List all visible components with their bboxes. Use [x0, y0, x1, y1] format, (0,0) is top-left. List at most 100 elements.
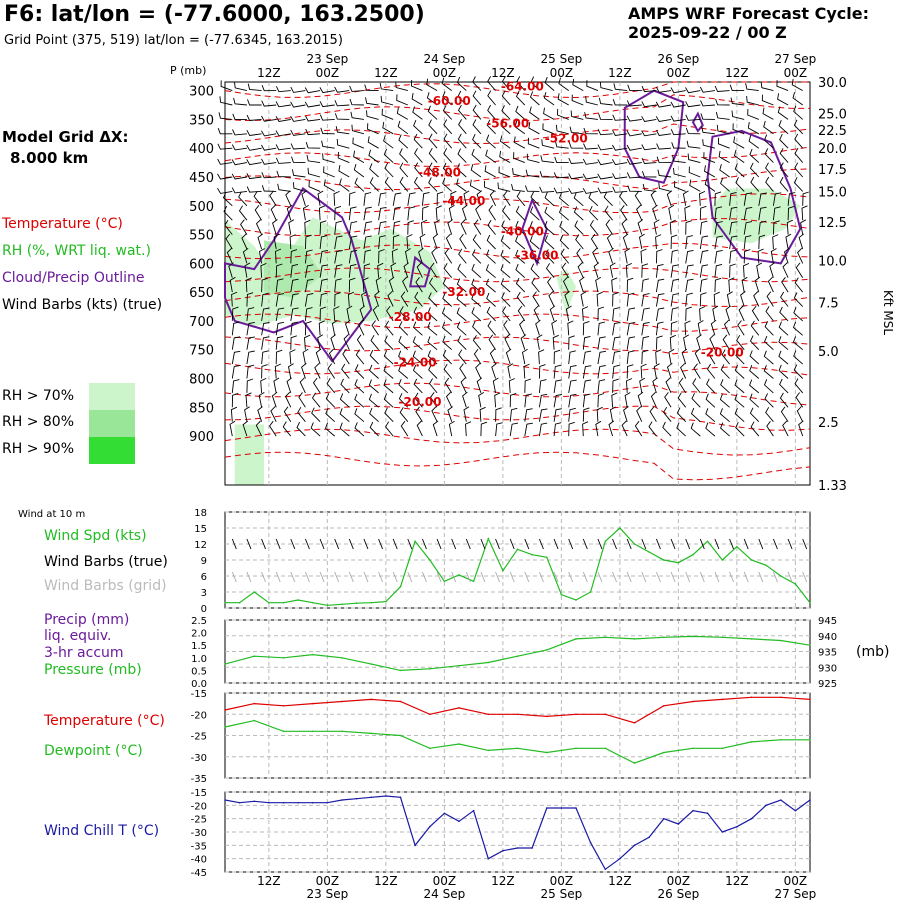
windchill-panel-tick-label: -35 [191, 841, 207, 852]
wind-barb [525, 169, 540, 178]
wind-barb [457, 90, 467, 106]
wind-barb [404, 248, 411, 264]
wind-barb [765, 176, 774, 192]
windchill-panel-point [516, 847, 519, 849]
wind-barb [383, 379, 394, 394]
wind-barb [321, 140, 335, 149]
wind-barb [669, 219, 676, 235]
rh-shading-80 [264, 240, 323, 298]
wind-barb [553, 172, 569, 179]
windchill-panel-point [750, 817, 753, 820]
wind-barb [328, 348, 336, 365]
wind-barb [765, 306, 774, 322]
wind-barb [719, 408, 730, 423]
wind-barb [685, 114, 701, 121]
wind-barb [641, 307, 650, 321]
wind-barb [220, 80, 233, 92]
wind-barb [457, 148, 467, 163]
wind-barb [606, 233, 614, 250]
wind-speed-panel-point [326, 604, 329, 607]
height-tick-label: 12.5 [818, 216, 847, 231]
wind-barb [414, 148, 423, 163]
wind-barb [559, 220, 570, 235]
wind-barb [414, 291, 423, 307]
wind-barb [501, 220, 511, 235]
wind-barb [529, 206, 540, 221]
wind-barb [582, 187, 598, 194]
temp-dew-panel-point [604, 713, 607, 716]
wind-barb [375, 276, 382, 293]
wind-barb [312, 377, 321, 394]
wind-barb [501, 90, 511, 106]
wind-barb [323, 166, 335, 178]
wind-barb [430, 392, 438, 408]
wind-barb-10m [422, 538, 427, 550]
pressure-tick-label: 350 [189, 113, 214, 128]
wind-barb [351, 124, 365, 135]
wind-barb [766, 421, 774, 437]
wind-barb [754, 276, 761, 293]
pressure-label: Pressure (mb) [44, 662, 142, 678]
wind-barb-10m [685, 538, 691, 550]
windchill-panel-point [370, 796, 373, 799]
wind-barb [655, 278, 665, 293]
wind-barb [428, 277, 438, 293]
wind-barb [229, 276, 236, 293]
wind-barb [688, 166, 701, 178]
temperature-contour [224, 382, 811, 406]
wind-barb [553, 394, 563, 408]
wind-speed-panel-point [531, 553, 533, 556]
wind-barb [231, 350, 241, 365]
wind-barb [590, 233, 599, 250]
wind-barb [685, 278, 694, 293]
wind-barb [582, 365, 592, 379]
wind-barb-10m [641, 538, 647, 550]
wind-barb-10m [436, 538, 442, 550]
wind-speed-panel-point [487, 537, 490, 540]
wind-barb [275, 248, 282, 264]
wind-barb [735, 422, 745, 437]
wind-barb [379, 82, 394, 92]
wind-barb [685, 220, 692, 235]
wind-barb [597, 129, 613, 136]
windchill-panel-point [721, 831, 724, 833]
wind-barb-grid-10m [422, 571, 427, 583]
wind-barb [339, 393, 350, 408]
wind-barb [515, 263, 526, 279]
wind-barb [487, 90, 496, 106]
wind-barb [509, 392, 517, 408]
time-tick-label: 00Z [316, 66, 340, 80]
wind-barb [334, 292, 341, 307]
legend-temperature: Temperature (°C) [2, 216, 123, 232]
wind-barb [383, 135, 394, 149]
wind-barb [650, 391, 657, 408]
wind-barb [341, 363, 350, 379]
wind-barb-10m [656, 538, 661, 550]
wind-barb [488, 334, 496, 350]
wind-barb [273, 233, 280, 250]
wind-barb [583, 143, 598, 150]
wind-barb [568, 142, 584, 149]
wind-barb [219, 96, 233, 106]
wind-barb [378, 206, 387, 221]
wind-barb [609, 406, 616, 422]
wind-barb [413, 176, 423, 192]
wind-barb [729, 221, 738, 235]
wind-barb [681, 348, 688, 365]
wind-barb [579, 276, 585, 293]
wind-barb [231, 379, 240, 393]
height-tick-label: 10.0 [818, 254, 847, 269]
precip-tick-label: 1.5 [191, 641, 207, 652]
wind-barb [763, 379, 774, 394]
wind-barb [304, 249, 313, 264]
wind-barb [245, 277, 252, 293]
windchill-panel-point [458, 820, 460, 823]
wind-barb [516, 76, 526, 91]
height-tick-label: 25.0 [818, 108, 847, 123]
wind-barb [486, 249, 496, 264]
wind-barb [748, 135, 760, 149]
wind-barb [704, 165, 716, 178]
wind-barb [526, 153, 540, 164]
wind-barb [736, 334, 745, 350]
